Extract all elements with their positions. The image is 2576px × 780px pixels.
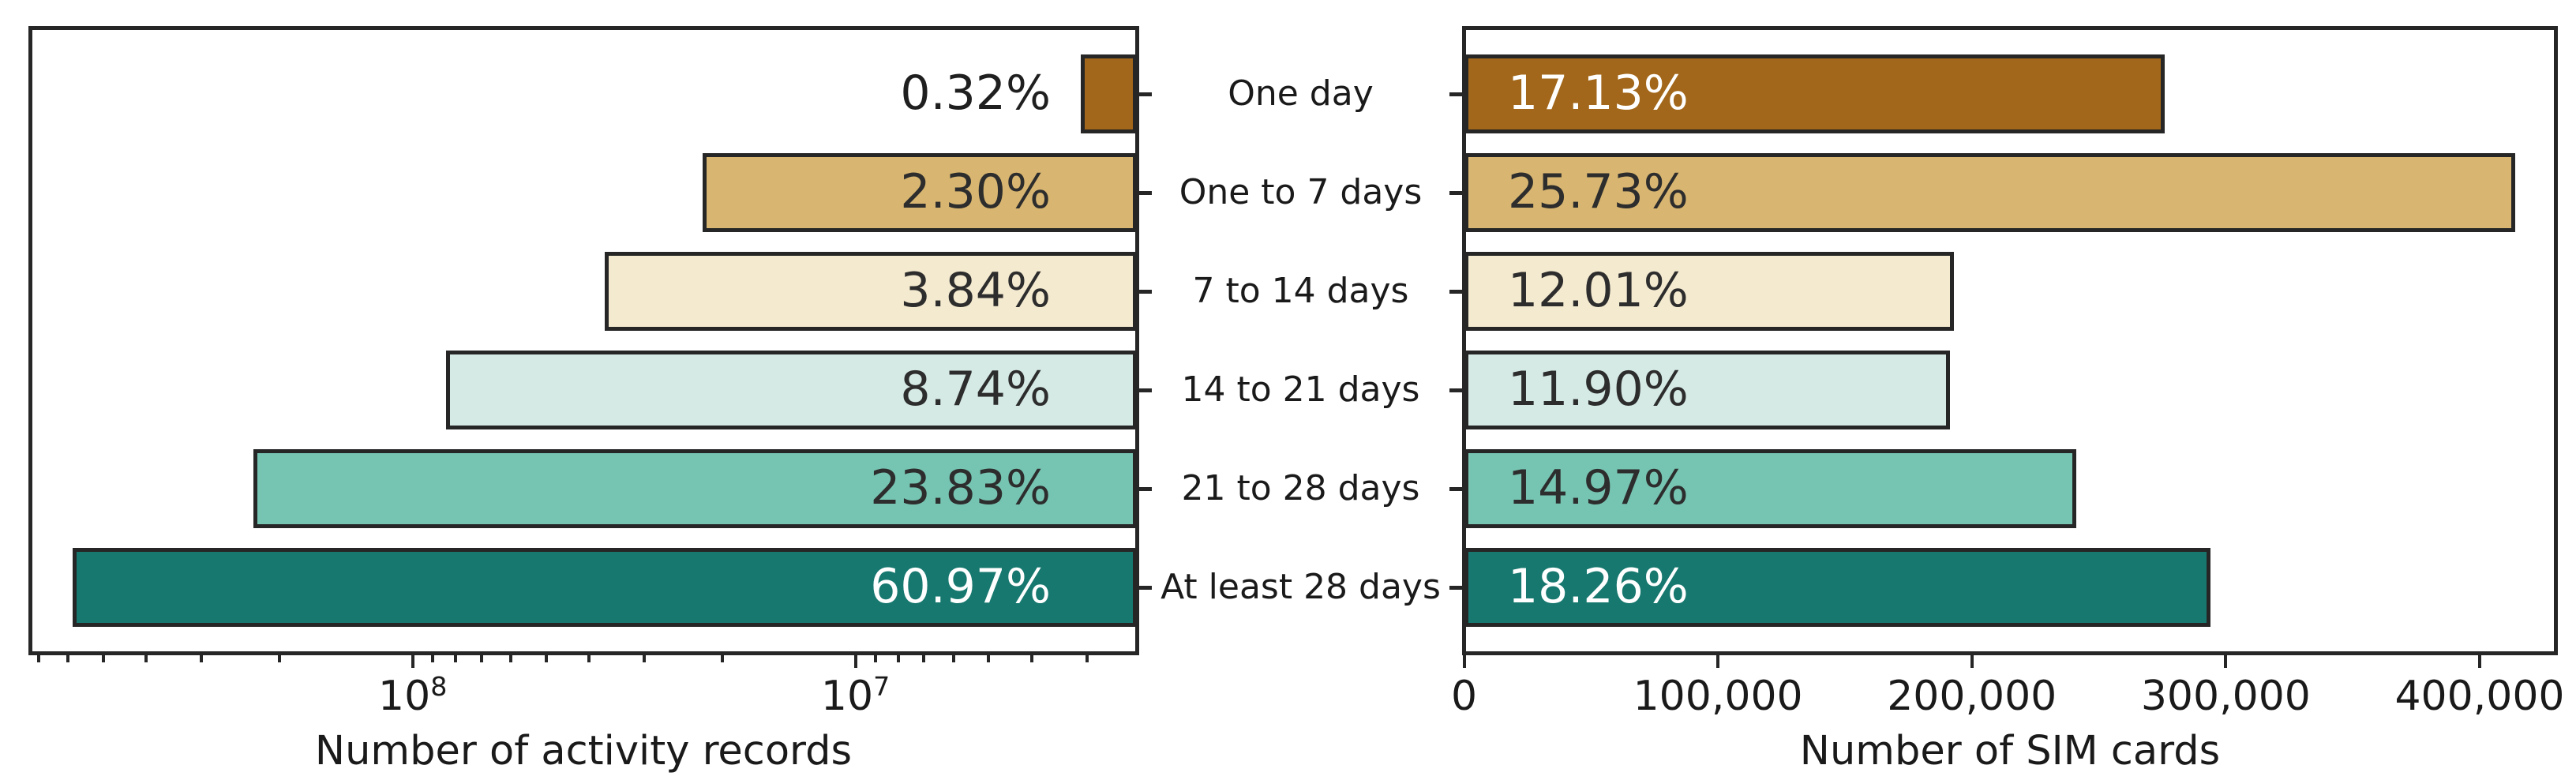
left-x-minor-tick bbox=[479, 655, 483, 662]
right-x-major-tick bbox=[1970, 655, 1974, 668]
right-bar-value-label: 14.97% bbox=[1508, 459, 1689, 516]
right-chart-y-tick bbox=[1449, 92, 1462, 96]
category-label: 21 to 28 days bbox=[1181, 468, 1420, 508]
left-bar-5 bbox=[253, 449, 1138, 528]
right-bar-2 bbox=[1464, 153, 2516, 232]
left-x-minor-tick bbox=[642, 655, 646, 662]
right-bar-6 bbox=[1464, 548, 2211, 627]
left-x-major-tick bbox=[411, 655, 414, 668]
right-x-major-tick bbox=[2478, 655, 2481, 668]
right-x-major-tick bbox=[2224, 655, 2228, 668]
left-x-minor-tick bbox=[951, 655, 955, 662]
left-chart-y-tick bbox=[1139, 388, 1152, 392]
right-bar-value-label: 12.01% bbox=[1508, 262, 1689, 318]
right-x-major-tick bbox=[1716, 655, 1720, 668]
right-bar-value-label: 18.26% bbox=[1508, 558, 1689, 614]
right-chart-y-tick bbox=[1449, 290, 1462, 294]
left-x-minor-tick bbox=[66, 655, 70, 662]
left-chart-y-tick bbox=[1139, 487, 1152, 491]
right-x-major-tick bbox=[1462, 655, 1466, 668]
left-bar-value-label: 8.74% bbox=[900, 361, 1051, 417]
left-bar-value-label: 23.83% bbox=[870, 459, 1051, 516]
right-chart-y-tick bbox=[1449, 487, 1462, 491]
left-x-minor-tick bbox=[431, 655, 435, 662]
category-label: 7 to 14 days bbox=[1192, 271, 1409, 311]
right-chart-y-tick bbox=[1449, 586, 1462, 590]
left-x-minor-tick bbox=[587, 655, 591, 662]
category-label: 14 to 21 days bbox=[1181, 369, 1420, 410]
left-x-minor-tick bbox=[200, 655, 204, 662]
left-x-major-tick bbox=[853, 655, 857, 668]
left-x-minor-tick bbox=[509, 655, 513, 662]
left-bar-4 bbox=[446, 351, 1138, 429]
right-bar-value-label: 17.13% bbox=[1508, 65, 1689, 121]
exponent: 8 bbox=[430, 670, 448, 702]
category-label: One day bbox=[1228, 73, 1374, 114]
category-label: One to 7 days bbox=[1179, 172, 1423, 212]
right-bar-5 bbox=[1464, 449, 2076, 528]
category-label: At least 28 days bbox=[1161, 567, 1441, 607]
left-x-minor-tick bbox=[1029, 655, 1033, 662]
right-x-tick-label: 100,000 bbox=[1633, 673, 1803, 720]
left-x-minor-tick bbox=[144, 655, 148, 662]
left-chart-y-tick bbox=[1139, 586, 1152, 590]
right-bar-value-label: 11.90% bbox=[1508, 361, 1689, 417]
left-x-minor-tick bbox=[454, 655, 458, 662]
left-bar-value-label: 60.97% bbox=[870, 558, 1051, 614]
right-bar-1 bbox=[1464, 54, 2165, 133]
left-bar-value-label: 2.30% bbox=[900, 163, 1051, 219]
right-x-tick-label: 400,000 bbox=[2394, 673, 2565, 720]
left-x-minor-tick bbox=[544, 655, 548, 662]
left-x-minor-tick bbox=[101, 655, 105, 662]
left-bar-value-label: 0.32% bbox=[900, 65, 1051, 121]
left-x-axis-title: Number of activity records bbox=[314, 728, 853, 774]
left-x-tick-label: 108 bbox=[378, 670, 448, 720]
left-x-minor-tick bbox=[1085, 655, 1089, 662]
left-x-minor-tick bbox=[922, 655, 926, 662]
left-bar-3 bbox=[604, 252, 1138, 331]
right-x-tick-label: 200,000 bbox=[1887, 673, 2057, 720]
left-x-minor-tick bbox=[874, 655, 878, 662]
right-chart-axes bbox=[1462, 26, 2558, 655]
left-x-minor-tick bbox=[896, 655, 900, 662]
left-x-minor-tick bbox=[720, 655, 724, 662]
left-chart-y-tick bbox=[1139, 290, 1152, 294]
right-bar-value-label: 25.73% bbox=[1508, 163, 1689, 219]
left-bar-2 bbox=[703, 153, 1138, 232]
right-x-tick-label: 300,000 bbox=[2140, 673, 2311, 720]
right-bar-4 bbox=[1464, 351, 1951, 429]
left-chart-y-tick bbox=[1139, 191, 1152, 195]
exponent: 7 bbox=[873, 670, 891, 702]
left-bar-6 bbox=[73, 548, 1138, 627]
left-bar-value-label: 3.84% bbox=[900, 262, 1051, 318]
right-x-axis-title: Number of SIM cards bbox=[1799, 728, 2221, 774]
left-x-tick-label: 107 bbox=[820, 670, 891, 720]
right-chart-y-tick bbox=[1449, 388, 1462, 392]
left-bar-1 bbox=[1080, 54, 1138, 133]
left-x-minor-tick bbox=[277, 655, 281, 662]
left-chart-y-tick bbox=[1139, 92, 1152, 96]
right-x-tick-label: 0 bbox=[1450, 673, 1478, 720]
left-chart-axes bbox=[28, 26, 1139, 655]
right-chart-y-tick bbox=[1449, 191, 1462, 195]
left-x-minor-tick bbox=[987, 655, 991, 662]
left-x-minor-tick bbox=[36, 655, 40, 662]
right-bar-3 bbox=[1464, 252, 1955, 331]
